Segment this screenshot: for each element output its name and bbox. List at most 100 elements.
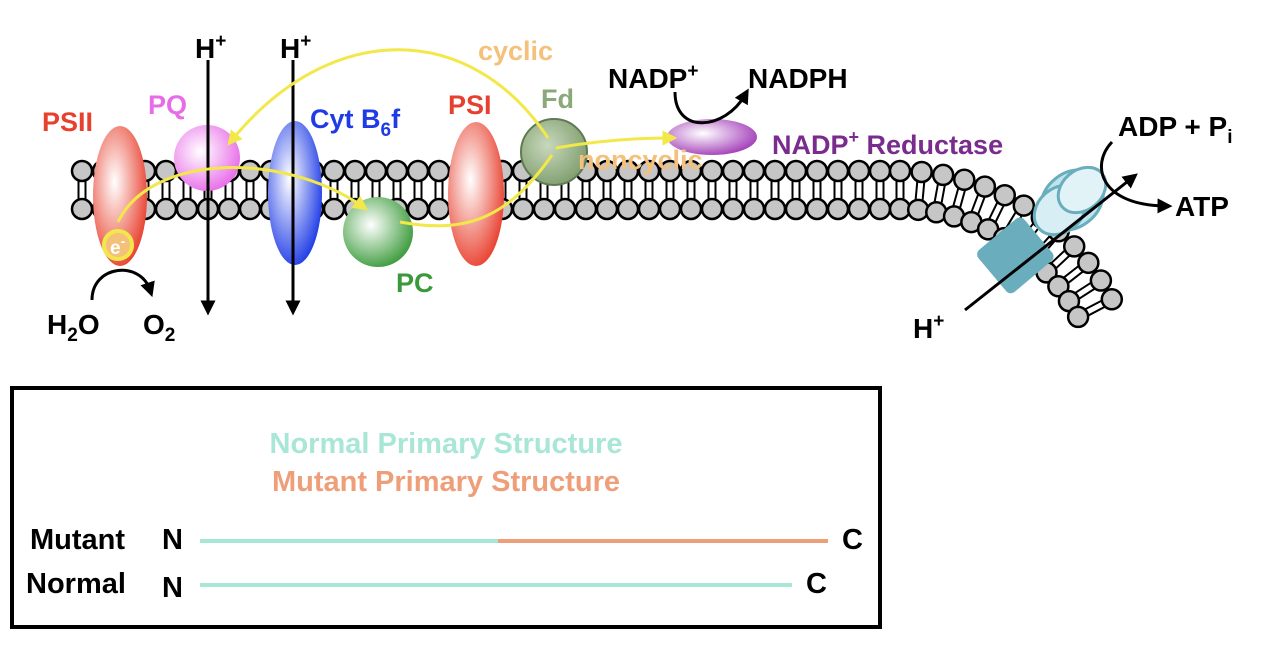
plastocyanin-pc <box>343 197 413 267</box>
cyclic-label: cyclic <box>478 36 553 66</box>
mutant-structure-title: Mutant Primary Structure <box>271 466 621 498</box>
lipid-head-inner <box>511 197 535 221</box>
primary-structure-legend: Normal Primary Structure Mutant Primary … <box>10 386 882 629</box>
electron-token <box>102 229 134 261</box>
nadp-label: NADP+ <box>608 61 698 94</box>
lipid-head-outer <box>973 175 997 198</box>
lipid-head-inner <box>805 197 829 221</box>
atp-synthase <box>977 165 1108 294</box>
lipid-head-outer <box>784 159 808 183</box>
lipid-head-inner <box>217 197 241 221</box>
lipid-head-outer <box>385 159 409 183</box>
normal-sequence-bar <box>200 583 792 587</box>
lipid-head-inner <box>70 197 94 221</box>
atp-label: ATP <box>1175 191 1229 222</box>
lipid-head-outer <box>1100 288 1124 311</box>
lipid-head-inner <box>574 197 598 221</box>
noncyclic-path-pc-to-fd <box>399 154 554 228</box>
lipid-head-inner <box>427 197 451 221</box>
lipid-head-inner <box>868 197 892 221</box>
lipid-head-inner <box>1047 275 1070 298</box>
lipid-head-outer <box>427 159 451 183</box>
normal-row-label: Normal <box>26 568 126 600</box>
lipid-head-outer <box>826 159 850 183</box>
lipid-head-inner <box>826 197 850 221</box>
lipid-head-outer <box>993 183 1017 207</box>
lipid-head-inner <box>532 197 556 221</box>
proton-arrow-synthase <box>964 173 1138 312</box>
lipid-head-inner <box>595 197 619 221</box>
lipid-head-outer <box>805 159 829 183</box>
lipid-head-outer <box>1012 194 1036 217</box>
cyclic-electron-path <box>227 48 550 146</box>
lipid-head-outer <box>1077 251 1100 275</box>
nadp-reduction-arrow <box>673 88 749 125</box>
lipid-head-inner <box>553 197 577 221</box>
fd-label: Fd <box>541 84 574 114</box>
h-plus-label-synthase: H+ <box>913 311 944 344</box>
atp-synthesis-arrow <box>1100 140 1173 214</box>
lipid-head-inner <box>637 197 661 221</box>
pq-label: PQ <box>148 90 187 120</box>
thylakoid-membrane <box>70 159 1124 329</box>
nadp-reductase-label: NADP+ Reductase <box>772 127 1003 160</box>
ferredoxin-fd <box>520 118 588 186</box>
lipid-head-inner <box>784 197 808 221</box>
cytochrome-b6f-complex <box>268 121 322 265</box>
lipid-head-outer <box>888 159 912 183</box>
lipid-head-inner <box>763 197 787 221</box>
h-plus-label-left: H+ <box>195 31 226 64</box>
lipid-head-inner <box>700 197 724 221</box>
lipid-head-outer <box>868 159 892 183</box>
mutant-row-label: Mutant <box>30 524 126 556</box>
lipid-head-inner <box>322 197 346 221</box>
lipid-head-outer <box>763 159 787 183</box>
lipid-head-outer <box>953 168 976 192</box>
lipid-head-inner <box>406 197 430 221</box>
lipid-head-inner <box>742 197 766 221</box>
lipid-head-outer <box>343 159 367 183</box>
lipid-head-inner <box>658 197 682 221</box>
nadph-label: NADPH <box>748 63 848 94</box>
mutant-n-terminus: N <box>162 524 183 556</box>
lipid-head-inner <box>906 198 930 222</box>
lipid-head-inner <box>721 197 745 221</box>
lipid-head-outer <box>700 159 724 183</box>
nadp-reductase-enzyme <box>667 119 757 155</box>
mutant-altered-segment <box>498 539 828 543</box>
pc-label: PC <box>396 268 434 298</box>
noncyclic-label: noncyclic <box>578 145 703 175</box>
psi-complex <box>448 122 504 266</box>
psi-label: PSI <box>448 90 492 120</box>
lipid-head-outer <box>238 159 262 183</box>
noncyclic-path-fd-to-reductase <box>555 130 678 150</box>
normal-structure-title: Normal Primary Structure <box>269 428 623 460</box>
h-plus-label-mid: H+ <box>280 31 311 64</box>
lipid-head-inner <box>616 197 640 221</box>
lipid-head-inner <box>154 197 178 221</box>
electron-label: e- <box>110 233 126 259</box>
lipid-head-inner <box>1066 305 1090 329</box>
lipid-head-inner <box>238 197 262 221</box>
mutant-c-terminus: C <box>842 524 863 556</box>
adp-pi-label: ADP + Pi <box>1118 111 1232 148</box>
lipid-head-inner <box>847 197 871 221</box>
psii-complex <box>93 126 147 266</box>
mutant-normal-segment <box>200 539 498 543</box>
normal-c-terminus: C <box>806 568 827 600</box>
lipid-head-outer <box>1062 235 1086 258</box>
lipid-head-outer <box>364 159 388 183</box>
lipid-head-outer <box>742 159 766 183</box>
lipid-head-outer <box>721 159 745 183</box>
psii-label: PSII <box>42 107 93 137</box>
lipid-head-outer <box>322 159 346 183</box>
lipid-head-outer <box>910 160 933 184</box>
h2o-label: H2O <box>47 309 100 346</box>
lipid-head-inner <box>679 197 703 221</box>
lipid-head-inner <box>175 197 199 221</box>
lipid-head-outer <box>406 159 430 183</box>
lipid-head-outer <box>1089 269 1113 292</box>
lipid-head-outer <box>931 163 955 187</box>
o2-label: O2 <box>143 309 175 346</box>
